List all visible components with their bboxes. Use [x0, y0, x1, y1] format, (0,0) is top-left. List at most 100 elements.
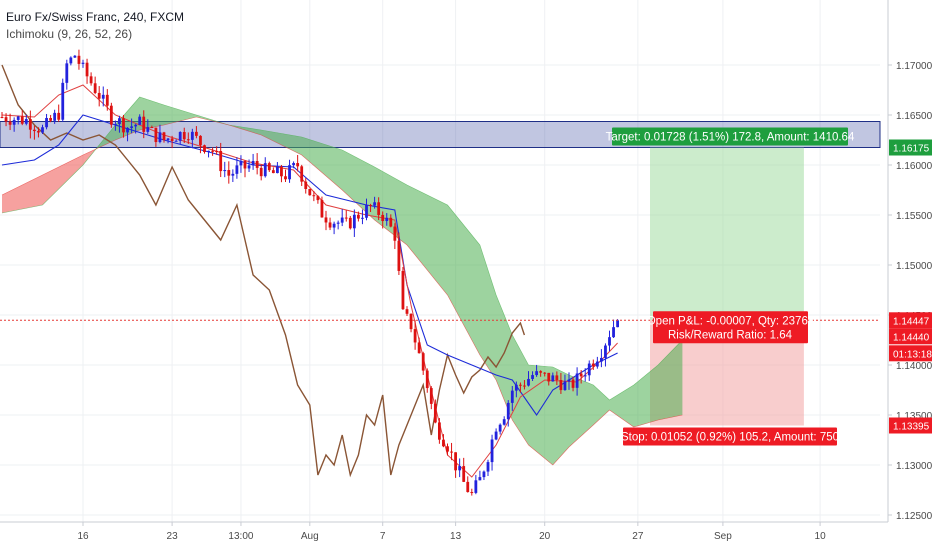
- target-price-tag-bg: [889, 139, 932, 156]
- candle: [344, 210, 348, 222]
- candle: [37, 127, 40, 138]
- candle: [28, 110, 32, 139]
- candle: [16, 115, 20, 125]
- candle: [89, 72, 93, 86]
- candle: [280, 164, 283, 183]
- candle: [486, 459, 490, 477]
- candle: [595, 356, 599, 369]
- candle: [239, 155, 243, 173]
- price-tick-label: 1.15500: [896, 211, 932, 222]
- price-tick-label: 1.13500: [896, 411, 932, 422]
- candle: [146, 119, 150, 134]
- chart-legend: Euro Fx/Swiss Franc, 240, FXCM Ichimoku …: [6, 9, 184, 43]
- time-tick-label: 7: [380, 531, 386, 542]
- candle: [195, 126, 198, 139]
- candle: [385, 213, 389, 226]
- indicator-label[interactable]: Ichimoku (9, 26, 52, 26): [6, 27, 133, 41]
- candle: [162, 131, 166, 143]
- risk-reward-label[interactable]: Risk/Reward Ratio: 1.64: [668, 329, 793, 341]
- candle: [33, 125, 36, 140]
- candle: [446, 443, 449, 456]
- time-axis[interactable]: 16 23 13:00 Aug 7 13 20 27 Sep 10: [0, 521, 888, 542]
- symbol-title[interactable]: Euro Fx/Swiss Franc, 240, FXCM: [6, 10, 185, 24]
- candle: [320, 196, 324, 218]
- candle: [231, 169, 235, 182]
- candle: [24, 114, 28, 126]
- candle: [514, 381, 518, 398]
- time-tick-label: Aug: [301, 531, 319, 542]
- candle: [397, 232, 401, 275]
- price-tick-label: 1.12500: [896, 511, 932, 522]
- candle: [304, 178, 308, 194]
- candle: [454, 452, 457, 478]
- candle: [389, 214, 393, 228]
- candle: [0, 111, 4, 119]
- candle: [114, 120, 117, 131]
- time-tick-label: 23: [167, 531, 179, 542]
- candle: [482, 470, 486, 481]
- candle: [502, 416, 506, 426]
- candle: [105, 89, 109, 111]
- candle: [405, 306, 409, 317]
- price-tick-label: 1.17000: [896, 61, 932, 72]
- candle: [547, 372, 551, 386]
- candle: [498, 423, 502, 435]
- candle: [93, 76, 97, 95]
- candle: [466, 476, 470, 493]
- price-axis[interactable]: 1.170001.165001.160001.155001.150001.145…: [887, 0, 932, 522]
- candle: [519, 382, 522, 393]
- target-label-bg: [612, 127, 848, 146]
- candle: [186, 132, 190, 144]
- candle: [243, 160, 247, 178]
- candle: [109, 102, 113, 128]
- countdown-tag-bg: [889, 345, 932, 362]
- candle: [377, 197, 381, 221]
- candle: [65, 59, 69, 90]
- candle: [433, 399, 437, 424]
- candle: [567, 372, 571, 390]
- candle: [300, 164, 304, 187]
- candle: [442, 434, 445, 448]
- chikou-span-line: [1, 64, 526, 478]
- candle: [49, 115, 52, 123]
- candle: [138, 114, 142, 126]
- open-pnl-label[interactable]: Open P&L: -0.00007, Qty: 23764: [647, 315, 815, 327]
- candle: [543, 372, 547, 377]
- target-label[interactable]: Target: 0.01728 (1.51%) 172.8, Amount: 1…: [606, 132, 855, 144]
- time-tick-label: 27: [632, 531, 644, 542]
- time-tick-label: 10: [815, 531, 827, 542]
- price-tick-label: 1.14000: [896, 361, 932, 372]
- candle: [328, 217, 332, 231]
- price-tick-label: 1.15000: [896, 261, 932, 272]
- candle: [292, 161, 295, 169]
- candle: [4, 113, 8, 127]
- candle: [203, 144, 206, 154]
- candle: [77, 49, 81, 70]
- candle: [61, 78, 65, 122]
- candle: [369, 203, 372, 213]
- stop-label[interactable]: Stop: 0.01052 (0.92%) 105.2, Amount: 750: [621, 432, 839, 444]
- candle: [130, 118, 133, 134]
- candle: [126, 127, 129, 142]
- candle: [340, 209, 344, 227]
- candle: [438, 418, 441, 444]
- candle: [478, 470, 482, 481]
- candle: [559, 372, 563, 394]
- candle: [57, 104, 61, 122]
- candle: [462, 457, 466, 483]
- candlesticks: [0, 49, 619, 496]
- kijun-sen-line: [1, 114, 618, 416]
- price-tick-label: 1.16000: [896, 161, 932, 172]
- target-zone[interactable]: [650, 147, 804, 321]
- candle: [288, 159, 291, 183]
- candle: [429, 386, 433, 410]
- mid-price-tag-bg: [889, 328, 932, 345]
- candle: [158, 124, 162, 144]
- price-tags: 1.16175 1.14447 1.14440 01:13:18 1.13395: [889, 139, 932, 434]
- candle: [413, 320, 417, 350]
- candle: [255, 153, 259, 175]
- candle: [199, 135, 202, 154]
- candle: [535, 364, 538, 377]
- candle: [587, 360, 591, 381]
